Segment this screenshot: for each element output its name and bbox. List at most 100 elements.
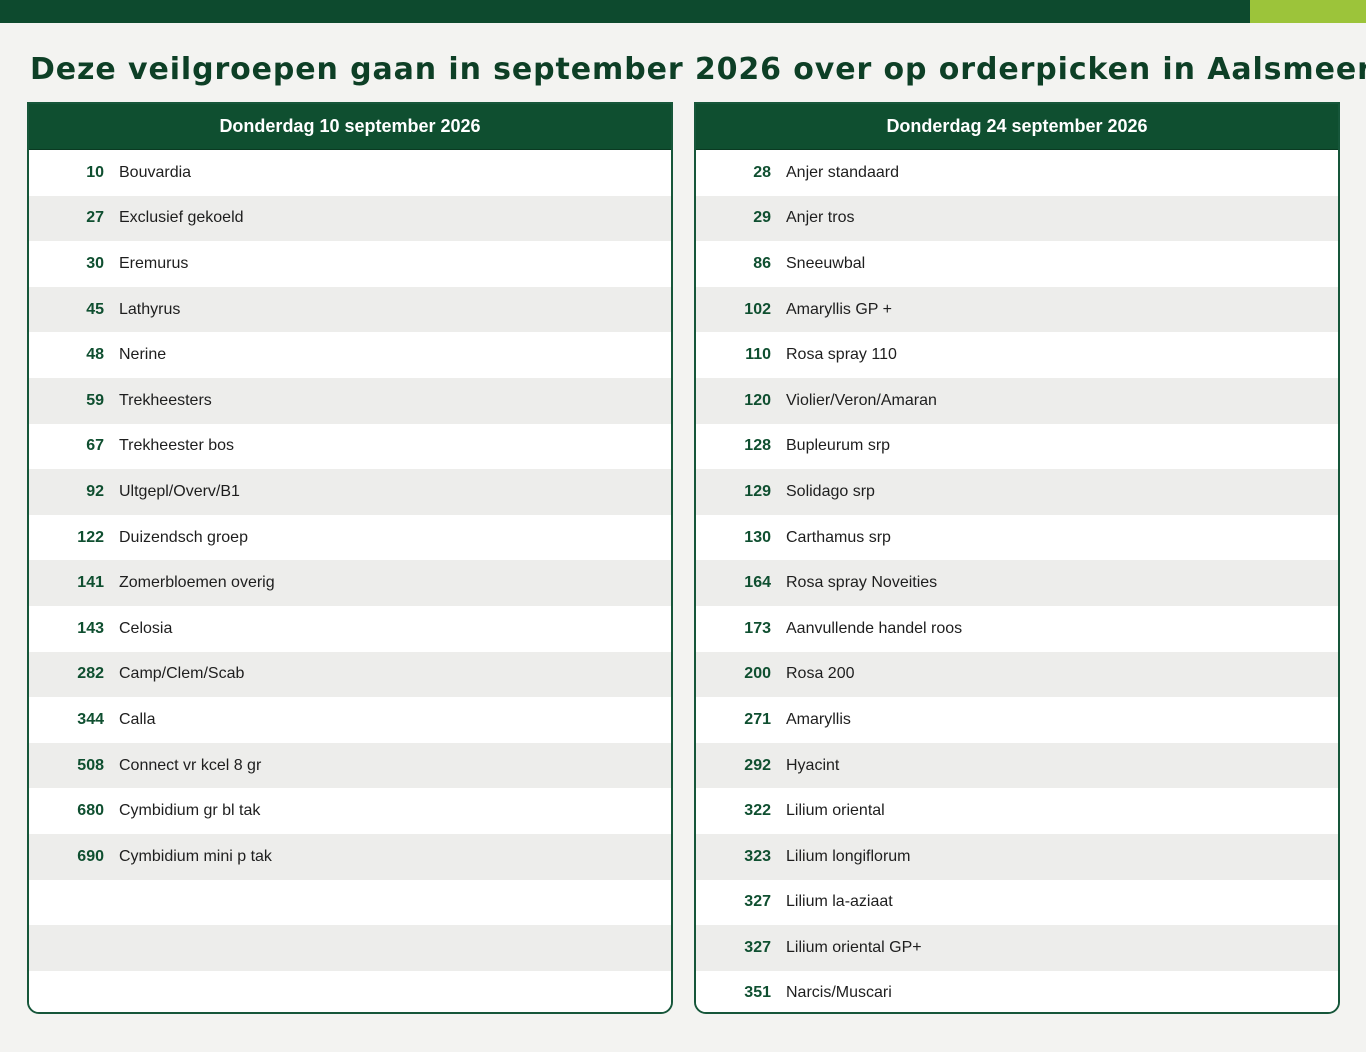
group-name: Anjer standaard xyxy=(786,163,899,181)
table-row: 59 Trekheesters xyxy=(29,377,671,424)
group-name: Camp/Clem/Scab xyxy=(119,665,245,683)
group-code: 327 xyxy=(744,893,771,911)
group-name: Lilium oriental xyxy=(786,802,885,820)
table-row: 141 Zomerbloemen overig xyxy=(29,560,671,606)
group-name: Cymbidium gr bl tak xyxy=(119,802,261,820)
group-name: Anjer tros xyxy=(786,209,855,227)
table-row: 120 Violier/Veron/Amaran xyxy=(696,377,1338,424)
group-code: 28 xyxy=(753,163,771,181)
group-name: Violier/Veron/Amaran xyxy=(786,391,937,409)
group-name: Trekheesters xyxy=(119,391,212,409)
table-row: 690 Cymbidium mini p tak xyxy=(29,833,671,880)
top-banner-accent xyxy=(1250,0,1366,23)
group-code: 128 xyxy=(744,437,771,455)
group-code: 59 xyxy=(86,391,104,409)
group-name: Amaryllis xyxy=(786,710,851,728)
group-code: 327 xyxy=(744,938,771,956)
group-code: 67 xyxy=(86,437,104,455)
group-code: 129 xyxy=(744,482,771,500)
table-row: 92 Ultgepl/Overv/B1 xyxy=(29,469,671,515)
table-row: 173 Aanvullende handel roos xyxy=(696,605,1338,652)
table-row: 129 Solidago srp xyxy=(696,469,1338,515)
table-row xyxy=(29,879,671,926)
group-code: 86 xyxy=(753,254,771,272)
group-name: Sneeuwbal xyxy=(786,254,866,272)
table-row: 164 Rosa spray Noveities xyxy=(696,560,1338,606)
group-code: 27 xyxy=(86,209,104,227)
group-code: 110 xyxy=(745,346,771,364)
group-name: Lilium oriental GP+ xyxy=(786,938,922,956)
group-name: Lilium la-aziaat xyxy=(786,893,893,911)
group-code: 351 xyxy=(744,984,771,1002)
table-row: 351 Narcis/Muscari xyxy=(696,970,1338,1012)
group-name: Ultgepl/Overv/B1 xyxy=(119,482,240,500)
group-name: Cymbidium mini p tak xyxy=(119,847,272,865)
table-row: 327 Lilium oriental GP+ xyxy=(696,925,1338,971)
table-row: 143 Celosia xyxy=(29,605,671,652)
group-name: Carthamus srp xyxy=(786,528,891,546)
table-row: 45 Lathyrus xyxy=(29,286,671,333)
group-name: Nerine xyxy=(119,346,167,364)
group-name: Connect vr kcel 8 gr xyxy=(119,756,262,774)
group-code: 508 xyxy=(77,756,104,774)
group-code: 344 xyxy=(77,710,104,728)
group-name: Bupleurum srp xyxy=(786,437,891,455)
group-code: 690 xyxy=(77,847,104,865)
table-row: 102 Amaryllis GP + xyxy=(696,286,1338,333)
group-code: 164 xyxy=(744,574,771,592)
auction-group-list: 10 Bouvardia 27 Exclusief gekoeld 30 Eremurus… xyxy=(29,150,671,1012)
table-row: 67 Trekheester bos xyxy=(29,423,671,470)
group-code: 130 xyxy=(744,528,771,546)
table-row: 327 Lilium la-aziaat xyxy=(696,879,1338,926)
table-row xyxy=(29,925,671,971)
group-name: Trekheester bos xyxy=(119,437,235,455)
group-name: Exclusief gekoeld xyxy=(119,209,244,227)
group-name: Solidago srp xyxy=(786,482,875,500)
group-code: 120 xyxy=(744,391,771,409)
table-row: 30 Eremurus xyxy=(29,241,671,287)
table-row: 322 Lilium oriental xyxy=(696,788,1338,834)
page-title: Deze veilgroepen gaan in september 2026 … xyxy=(30,52,1366,87)
group-code: 30 xyxy=(86,254,104,272)
table-row: 29 Anjer tros xyxy=(696,195,1338,242)
table-row: 122 Duizendsch groep xyxy=(29,514,671,561)
group-code: 323 xyxy=(744,847,771,865)
group-code: 48 xyxy=(86,346,104,364)
group-name: Amaryllis GP + xyxy=(786,300,892,318)
group-name: Hyacint xyxy=(786,756,840,774)
group-name: Bouvardia xyxy=(119,163,192,181)
table-row: 128 Bupleurum srp xyxy=(696,423,1338,470)
group-name: Lathyrus xyxy=(119,300,181,318)
group-code: 102 xyxy=(744,300,771,318)
group-code: 680 xyxy=(77,802,104,820)
table-row: 28 Anjer standaard xyxy=(696,150,1338,196)
group-code: 143 xyxy=(77,619,104,637)
group-code: 29 xyxy=(753,209,771,227)
table-row: 86 Sneeuwbal xyxy=(696,241,1338,287)
group-name: Calla xyxy=(119,710,156,728)
group-name: Aanvullende handel roos xyxy=(786,619,963,637)
group-code: 10 xyxy=(86,163,104,181)
group-code: 322 xyxy=(744,802,771,820)
table-row: 271 Amaryllis xyxy=(696,697,1338,743)
group-name: Eremurus xyxy=(119,254,189,272)
group-name: Lilium longiflorum xyxy=(786,847,911,865)
group-code: 200 xyxy=(744,665,771,683)
group-name: Narcis/Muscari xyxy=(786,984,892,1002)
table-row xyxy=(29,970,671,1012)
table-row: 48 Nerine xyxy=(29,332,671,378)
panel-10-september: Donderdag 10 september 2026 10 Bouvardia 2… xyxy=(27,102,673,1014)
group-name: Duizendsch groep xyxy=(119,528,248,546)
group-code: 45 xyxy=(86,300,104,318)
group-code: 92 xyxy=(86,482,104,500)
table-row: 200 Rosa 200 xyxy=(696,651,1338,698)
group-code: 141 xyxy=(77,574,104,592)
group-name: Zomerbloemen overig xyxy=(119,574,275,592)
group-name: Rosa spray 110 xyxy=(786,346,897,364)
group-code: 282 xyxy=(77,665,104,683)
panel-header: Donderdag 10 september 2026 xyxy=(29,104,671,150)
table-row: 282 Camp/Clem/Scab xyxy=(29,651,671,698)
group-name: Rosa 200 xyxy=(786,665,855,683)
auction-group-list: 28 Anjer standaard 29 Anjer tros 86 Sneeuwbal… xyxy=(696,150,1338,1012)
table-row: 10 Bouvardia xyxy=(29,150,671,196)
